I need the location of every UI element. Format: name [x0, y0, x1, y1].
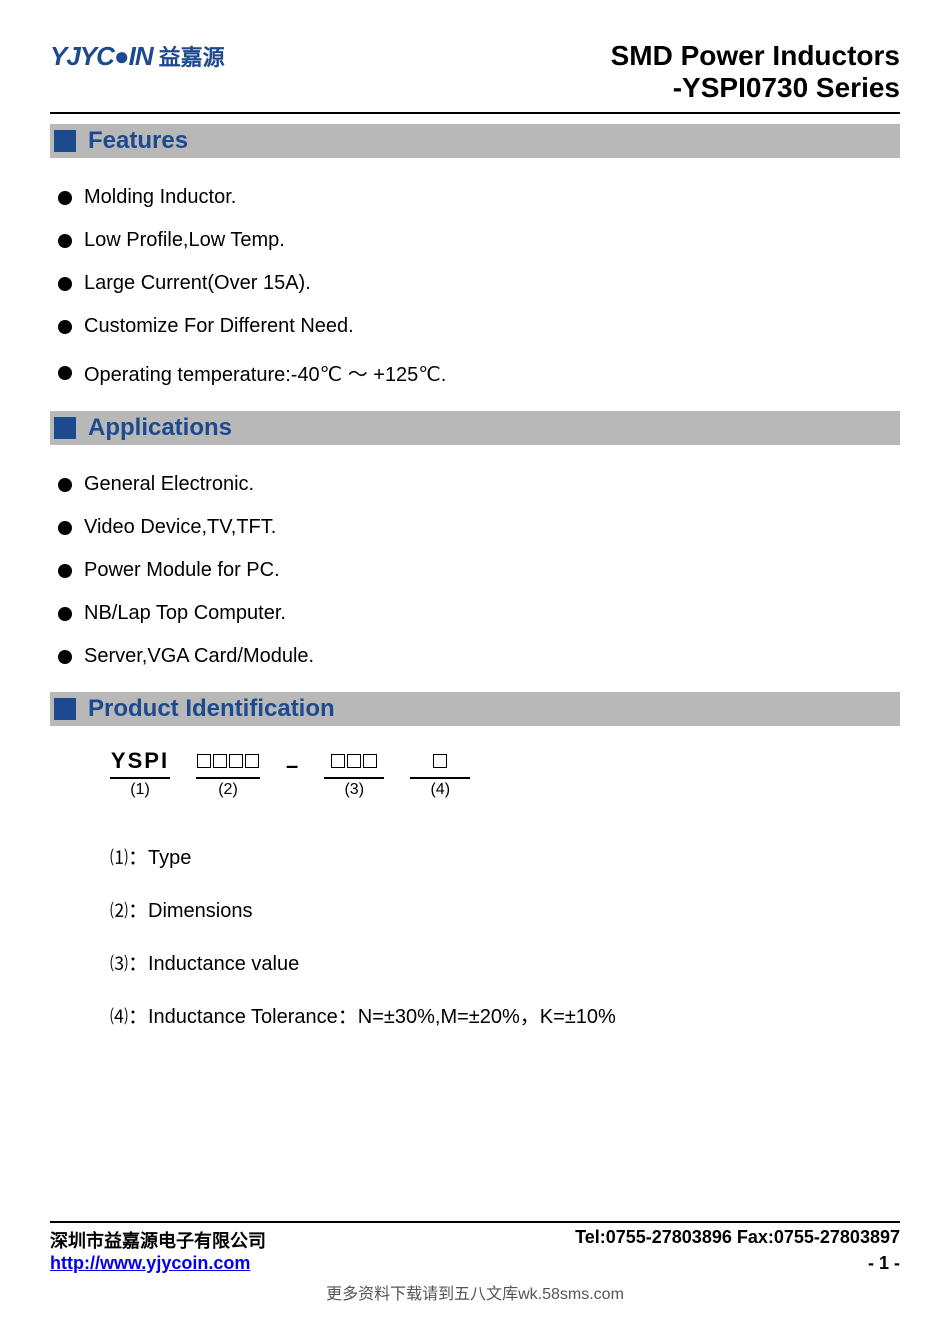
footer-page-number: - 1 - [868, 1253, 900, 1274]
bullet-icon [58, 320, 72, 334]
title-line2: -YSPI0730 Series [611, 72, 900, 104]
legend-item: ⑴：Type [110, 829, 900, 882]
list-item: General Electronic. [50, 463, 900, 506]
id-segment-4: (4) [410, 748, 470, 799]
features-title: Features [88, 127, 188, 155]
applications-title: Applications [88, 414, 232, 442]
bullet-icon [58, 234, 72, 248]
features-list: Molding Inductor. Low Profile,Low Temp. … [50, 176, 900, 397]
bullet-icon [58, 607, 72, 621]
title-line1: SMD Power Inductors [611, 40, 900, 72]
id-segment-1: YSPI (1) [110, 748, 170, 799]
footer-divider [50, 1221, 900, 1223]
list-item: Molding Inductor. [50, 176, 900, 219]
bullet-icon [58, 564, 72, 578]
id-segment-bottom: (1) [130, 781, 150, 799]
id-segment-2: (2) [196, 748, 260, 799]
list-item: Video Device,TV,TFT. [50, 506, 900, 549]
product-id-title: Product Identification [88, 695, 335, 723]
footer-row2: http://www.yjycoin.com - 1 - [50, 1253, 900, 1274]
bullet-icon [58, 191, 72, 205]
footer-telfax: Tel:0755-27803896 Fax:0755-27803897 [575, 1227, 900, 1253]
item-text: Server,VGA Card/Module. [84, 645, 314, 668]
section-marker-icon [54, 417, 76, 439]
id-segment-top [410, 748, 470, 779]
legend-num: ⑷ [110, 1007, 128, 1027]
bullet-icon [58, 650, 72, 664]
legend-num: ⑴ [110, 848, 128, 868]
item-text: General Electronic. [84, 473, 254, 496]
document-header: YJYC●IN 益嘉源 SMD Power Inductors -YSPI073… [50, 40, 900, 104]
bullet-icon [58, 277, 72, 291]
applications-list: General Electronic. Video Device,TV,TFT.… [50, 463, 900, 678]
list-item: Large Current(Over 15A). [50, 262, 900, 305]
legend-item: ⑵：Dimensions [110, 882, 900, 935]
footer-url-link[interactable]: http://www.yjycoin.com [50, 1253, 250, 1274]
section-marker-icon [54, 698, 76, 720]
product-id-header: Product Identification [50, 692, 900, 726]
list-item: Customize For Different Need. [50, 305, 900, 348]
item-text: Large Current(Over 15A). [84, 272, 311, 295]
item-text: Power Module for PC. [84, 559, 280, 582]
page-footer: 深圳市益嘉源电子有限公司 Tel:0755-27803896 Fax:0755-… [50, 1221, 900, 1304]
legend-num: ⑵ [110, 901, 128, 921]
id-dash: – [286, 753, 298, 799]
item-text: Molding Inductor. [84, 186, 236, 209]
logo-text: YJYC●IN [50, 41, 153, 72]
list-item: Power Module for PC. [50, 549, 900, 592]
item-text: NB/Lap Top Computer. [84, 602, 286, 625]
logo-chinese: 益嘉源 [159, 40, 225, 72]
legend-num: ⑶ [110, 954, 128, 974]
legend-text: ：Inductance value [128, 953, 299, 975]
logo: YJYC●IN 益嘉源 [50, 40, 225, 72]
id-segment-bottom: (2) [218, 781, 238, 799]
list-item: Low Profile,Low Temp. [50, 219, 900, 262]
id-segment-3: (3) [324, 748, 384, 799]
features-header: Features [50, 124, 900, 158]
section-marker-icon [54, 130, 76, 152]
legend-text: ：Dimensions [128, 900, 252, 922]
product-id-diagram: YSPI (1) (2) – (3) (4) ⑴：Type ⑵：Dimensio… [110, 748, 900, 1041]
applications-header: Applications [50, 411, 900, 445]
footer-note: 更多资料下载请到五八文库wk.58sms.com [50, 1280, 900, 1304]
item-text: Video Device,TV,TFT. [84, 516, 276, 539]
id-segment-top [196, 748, 260, 779]
id-legend: ⑴：Type ⑵：Dimensions ⑶：Inductance value ⑷… [110, 829, 900, 1041]
header-divider [50, 112, 900, 114]
item-text: Operating temperature:-40℃ ～ +125℃. [84, 358, 446, 387]
legend-item: ⑷：Inductance Tolerance：N=±30%,M=±20%，K=±… [110, 988, 900, 1041]
item-text: Customize For Different Need. [84, 315, 354, 338]
bullet-icon [58, 521, 72, 535]
item-text: Low Profile,Low Temp. [84, 229, 285, 252]
id-segment-top: YSPI [110, 748, 170, 779]
list-item: Server,VGA Card/Module. [50, 635, 900, 678]
id-segment-bottom: (4) [430, 781, 450, 799]
id-segment-bottom: (3) [344, 781, 364, 799]
footer-company: 深圳市益嘉源电子有限公司 [50, 1227, 266, 1253]
id-code-row: YSPI (1) (2) – (3) (4) [110, 748, 900, 799]
id-segment-top [324, 748, 384, 779]
legend-text: ：Type [128, 847, 191, 869]
list-item: NB/Lap Top Computer. [50, 592, 900, 635]
legend-item: ⑶：Inductance value [110, 935, 900, 988]
bullet-icon [58, 366, 72, 380]
list-item: Operating temperature:-40℃ ～ +125℃. [50, 348, 900, 397]
bullet-icon [58, 478, 72, 492]
footer-row1: 深圳市益嘉源电子有限公司 Tel:0755-27803896 Fax:0755-… [50, 1227, 900, 1253]
legend-text: ：Inductance Tolerance：N=±30%,M=±20%，K=±1… [128, 1006, 616, 1028]
title-block: SMD Power Inductors -YSPI0730 Series [611, 40, 900, 104]
